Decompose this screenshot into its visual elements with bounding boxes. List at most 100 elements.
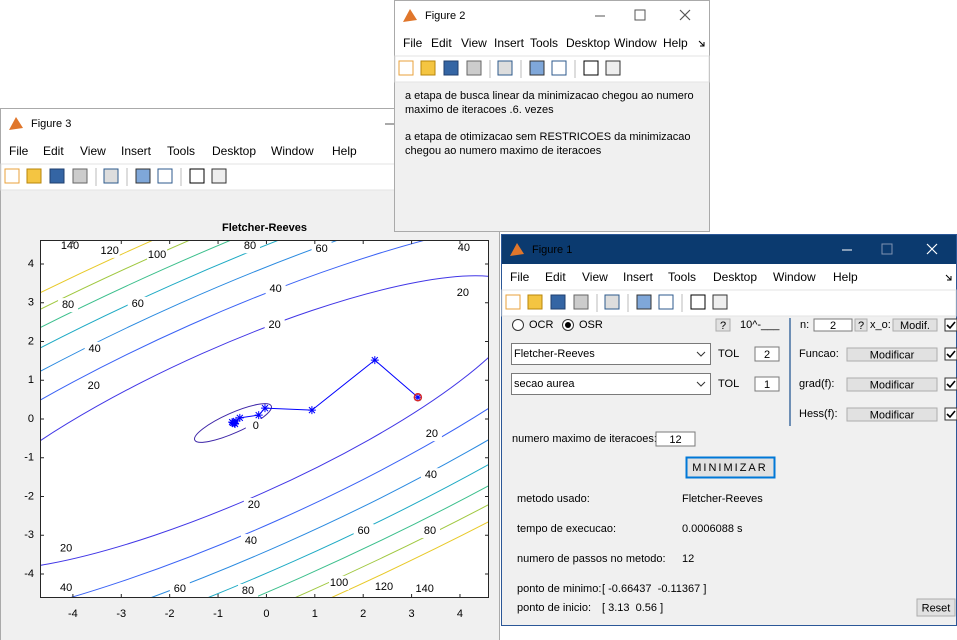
- x-tick-label: 1: [312, 608, 318, 620]
- menu-item[interactable]: Window: [271, 144, 314, 158]
- close-button[interactable]: [926, 243, 938, 255]
- toolbar-icon[interactable]: [398, 60, 414, 76]
- max-iter-input-box[interactable]: [655, 431, 696, 447]
- menu-item[interactable]: Edit: [431, 36, 452, 50]
- help-button[interactable]: ?: [720, 320, 726, 332]
- contour-label-bg: [83, 379, 104, 394]
- close-button[interactable]: [679, 9, 691, 21]
- menu-item[interactable]: Edit: [545, 270, 566, 284]
- dropdown[interactable]: [511, 343, 711, 365]
- n-input-box[interactable]: [813, 318, 853, 332]
- menu-item[interactable]: Window: [773, 270, 816, 284]
- menu-item[interactable]: Edit: [43, 144, 64, 158]
- toolbar-icon[interactable]: [604, 294, 620, 310]
- contour-label: 20: [248, 499, 260, 511]
- menu-item[interactable]: Help: [833, 270, 858, 284]
- toolbar-icon[interactable]: [527, 294, 543, 310]
- toolbar-icon[interactable]: [157, 168, 173, 184]
- menu-item[interactable]: Help: [332, 144, 357, 158]
- toolbar-icon[interactable]: [636, 294, 652, 310]
- menu-item[interactable]: View: [461, 36, 487, 50]
- modify-button[interactable]: Modificar: [870, 409, 915, 421]
- toolbar-icon[interactable]: [529, 60, 545, 76]
- menu-item[interactable]: Insert: [494, 36, 525, 50]
- contour-label: 60: [174, 583, 186, 595]
- radio-label[interactable]: OCR: [529, 319, 554, 331]
- toolbar-icon[interactable]: [712, 294, 728, 310]
- toolbar-icon[interactable]: [505, 294, 521, 310]
- menu-item[interactable]: View: [582, 270, 608, 284]
- x-tick-label: -4: [68, 608, 78, 620]
- menu-item[interactable]: Desktop: [566, 36, 610, 50]
- menu-item[interactable]: Insert: [121, 144, 152, 158]
- tol-input[interactable]: 2: [764, 349, 770, 361]
- toolbar-icon[interactable]: [690, 294, 706, 310]
- menu-item[interactable]: Help: [663, 36, 688, 50]
- help-button-frame[interactable]: [715, 318, 731, 332]
- n-help-button[interactable]: ?: [858, 320, 864, 332]
- reset-button-frame[interactable]: [916, 598, 956, 617]
- dropdown-value[interactable]: secao aurea: [514, 378, 575, 390]
- toolbar-icon[interactable]: [551, 60, 567, 76]
- toolbar-icon[interactable]: [573, 294, 589, 310]
- menu-chevron: [698, 40, 705, 47]
- x0-button-frame[interactable]: [892, 318, 938, 332]
- window-title: Figure 2: [425, 10, 465, 22]
- menu-item[interactable]: Desktop: [713, 270, 757, 284]
- maximize-button[interactable]: [634, 9, 646, 21]
- menu-item[interactable]: Tools: [167, 144, 195, 158]
- x-tick-label: -3: [116, 608, 126, 620]
- toolbar-icon[interactable]: [49, 168, 65, 184]
- tol-input-box[interactable]: [754, 346, 780, 362]
- toolbar-icon[interactable]: [466, 60, 482, 76]
- toolbar-icon[interactable]: [658, 294, 674, 310]
- toolbar-icon[interactable]: [605, 60, 621, 76]
- maximize-button[interactable]: [881, 243, 893, 255]
- menu-item[interactable]: Desktop: [212, 144, 256, 158]
- menu-item[interactable]: Tools: [530, 36, 558, 50]
- run-button-focus[interactable]: [685, 456, 776, 479]
- modify-button-frame[interactable]: [846, 377, 938, 392]
- modify-button[interactable]: Modificar: [870, 379, 915, 391]
- tol-input[interactable]: 1: [764, 379, 770, 391]
- reset-button[interactable]: Reset: [922, 602, 951, 614]
- menu-item[interactable]: File: [9, 144, 29, 158]
- toolbar-icon[interactable]: [26, 168, 42, 184]
- menu-item[interactable]: Window: [614, 36, 657, 50]
- menu-item[interactable]: Insert: [623, 270, 654, 284]
- toolbar-icon[interactable]: [4, 168, 20, 184]
- tol-input-box[interactable]: [754, 376, 780, 392]
- max-iter-input[interactable]: 12: [669, 434, 681, 446]
- toolbar-icon[interactable]: [420, 60, 436, 76]
- x0-button[interactable]: Modif.: [900, 320, 930, 332]
- toolbar-icon[interactable]: [583, 60, 599, 76]
- radio-label[interactable]: OSR: [579, 319, 603, 331]
- trajectory-point: [307, 406, 316, 415]
- menu-item[interactable]: View: [80, 144, 106, 158]
- menu-item[interactable]: Tools: [668, 270, 696, 284]
- toolbar-icon[interactable]: [550, 294, 566, 310]
- menu-item[interactable]: File: [403, 36, 423, 50]
- toolbar-icon[interactable]: [189, 168, 205, 184]
- menu-item[interactable]: File: [510, 270, 530, 284]
- toolbar-icon[interactable]: [135, 168, 151, 184]
- toolbar-icon[interactable]: [211, 168, 227, 184]
- toolbar-icon[interactable]: [72, 168, 88, 184]
- dropdown-value[interactable]: Fletcher-Reeves: [514, 348, 595, 360]
- radio-button[interactable]: [512, 319, 524, 331]
- trajectory-point: [235, 413, 244, 422]
- checkbox[interactable]: [944, 377, 957, 391]
- checkbox[interactable]: [944, 318, 957, 332]
- toolbar-icon[interactable]: [443, 60, 459, 76]
- checkbox[interactable]: [944, 347, 957, 361]
- n-help-button-frame[interactable]: [854, 318, 868, 332]
- run-button[interactable]: MINIMIZAR: [692, 462, 767, 474]
- modify-button-frame[interactable]: [846, 407, 938, 422]
- modify-button[interactable]: Modificar: [870, 349, 915, 361]
- toolbar-icon[interactable]: [103, 168, 119, 184]
- checkbox[interactable]: [944, 407, 957, 421]
- modify-button-frame[interactable]: [846, 347, 938, 362]
- toolbar-icon[interactable]: [497, 60, 513, 76]
- dropdown[interactable]: [511, 373, 711, 395]
- n-input[interactable]: 2: [830, 320, 836, 332]
